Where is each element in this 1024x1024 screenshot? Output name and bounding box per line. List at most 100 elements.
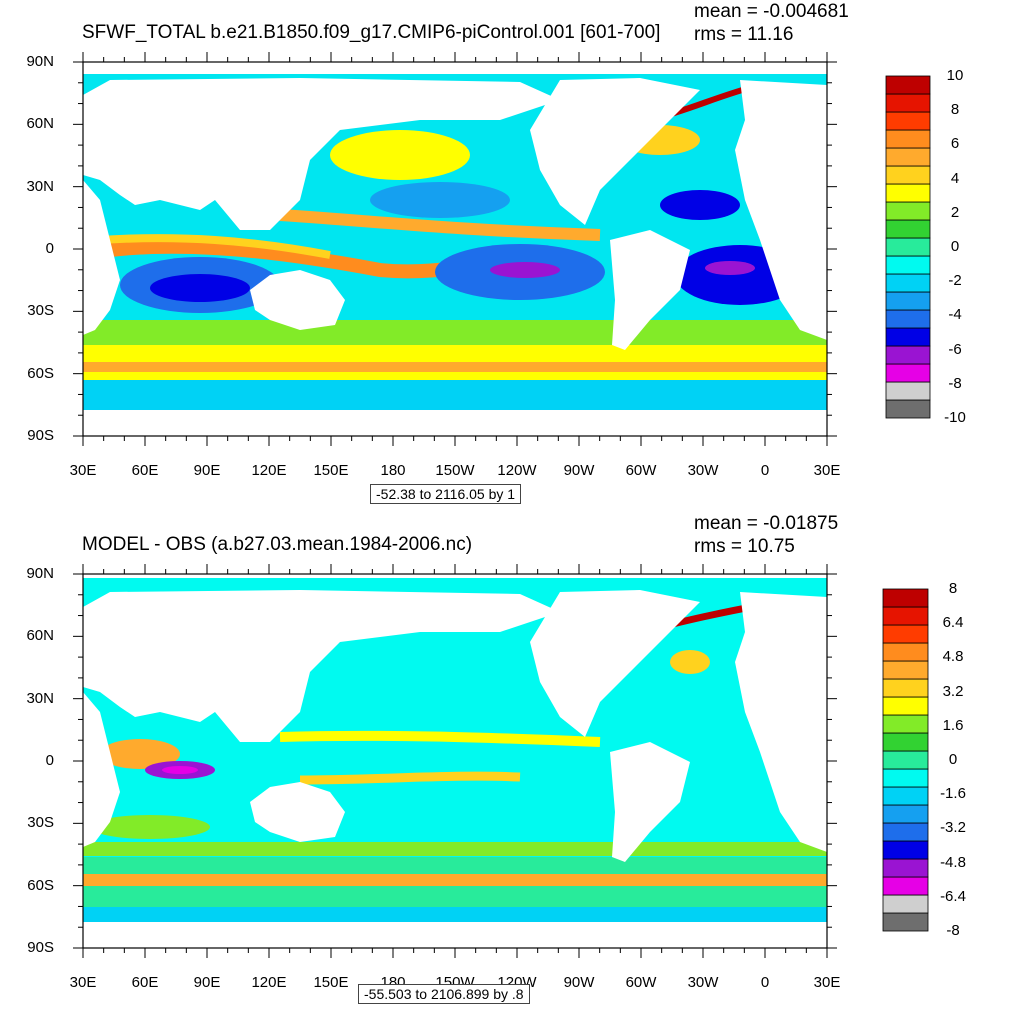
colorbar-box bbox=[885, 201, 931, 221]
lon-tick-label: 120W bbox=[497, 462, 537, 479]
lat-tick-label: 0 bbox=[45, 240, 54, 257]
rms-value: rms = 11.16 bbox=[694, 24, 794, 45]
colorbar-box bbox=[885, 93, 931, 113]
lat-tick-label: 60S bbox=[27, 364, 54, 382]
colorbar-box bbox=[885, 237, 931, 257]
colorbar-label: -3.2 bbox=[940, 819, 966, 837]
colorbar-label: -2 bbox=[948, 272, 962, 290]
lon-tick-label: 30W bbox=[687, 462, 719, 479]
colorbar-label: -8 bbox=[948, 374, 962, 392]
colorbar-label: 0 bbox=[948, 751, 958, 768]
lat-tick-label: 30S bbox=[27, 814, 54, 832]
lon-tick-label: 60W bbox=[625, 974, 657, 991]
colorbar-box bbox=[885, 75, 931, 95]
colorbar-box bbox=[882, 786, 929, 806]
colorbar-box bbox=[882, 768, 929, 788]
lon-tick-label: 30E bbox=[69, 462, 97, 479]
panel-model-minus-obs: MODEL - OBS (a.b27.03.mean.1984-2006.nc)… bbox=[0, 512, 1024, 1024]
colorbar-label: -8 bbox=[946, 922, 960, 939]
colorbar-box bbox=[885, 183, 931, 203]
colorbar-box bbox=[882, 732, 929, 752]
colorbar-label: -6 bbox=[948, 340, 962, 358]
lon-tick-label: 60E bbox=[131, 974, 159, 991]
colorbar-box bbox=[882, 822, 929, 842]
colorbar-label: 10 bbox=[946, 67, 964, 84]
lat-tick-label: 30S bbox=[27, 302, 54, 320]
lat-tick-label: 60S bbox=[27, 876, 54, 894]
lon-tick-label: 90E bbox=[193, 462, 221, 479]
contour-range-label: -52.38 to 2116.05 by 1 bbox=[370, 484, 522, 504]
lat-tick-label: 60N bbox=[26, 115, 54, 133]
colorbar-label: 2 bbox=[950, 203, 960, 221]
lon-tick-label: 30E bbox=[69, 974, 97, 991]
colorbar-box bbox=[882, 858, 929, 878]
colorbar-box bbox=[885, 327, 931, 347]
colorbar-box bbox=[882, 840, 929, 860]
lon-tick-label: 150W bbox=[435, 462, 475, 479]
panel-title: SFWF_TOTAL b.e21.B1850.f09_g17.CMIP6-piC… bbox=[82, 22, 661, 43]
lon-tick-label: 90W bbox=[563, 974, 595, 991]
lat-tick-label: 60N bbox=[26, 627, 54, 645]
lon-tick-label: 60E bbox=[131, 462, 159, 479]
colorbar-label: -4.8 bbox=[940, 853, 966, 871]
lon-tick-label: 30W bbox=[687, 974, 719, 991]
contour-range-label: -55.503 to 2106.899 by .8 bbox=[358, 984, 530, 1004]
lon-tick-label: 30E bbox=[813, 462, 841, 479]
lon-tick-label: 90E bbox=[193, 974, 221, 991]
lon-tick-label: 30E bbox=[813, 974, 841, 991]
colorbar-label: 4.8 bbox=[942, 648, 964, 666]
lat-tick-label: 0 bbox=[45, 752, 54, 769]
colorbar-box bbox=[885, 309, 931, 329]
colorbar-box bbox=[885, 399, 931, 419]
colorbar-box bbox=[885, 345, 931, 365]
colorbar-box bbox=[885, 363, 931, 383]
colorbar-box bbox=[885, 219, 931, 239]
lat-tick-label: 90S bbox=[27, 427, 54, 444]
colorbar-label: -6.4 bbox=[940, 887, 966, 905]
colorbar-box bbox=[885, 381, 931, 401]
colorbar-box bbox=[882, 624, 929, 644]
lon-tick-label: 120E bbox=[251, 974, 287, 991]
panel-model-total: SFWF_TOTAL b.e21.B1850.f09_g17.CMIP6-piC… bbox=[26, 1, 966, 504]
lon-tick-label: 90W bbox=[563, 462, 595, 479]
map-figure bbox=[73, 564, 929, 958]
colorbar-box bbox=[882, 678, 929, 698]
lon-tick-label: 180 bbox=[380, 462, 406, 479]
lat-tick-label: 30N bbox=[26, 689, 54, 707]
colorbar-box bbox=[885, 165, 931, 185]
map-figure bbox=[73, 52, 931, 446]
colorbar-box bbox=[882, 606, 929, 626]
colorbar-box bbox=[882, 894, 929, 914]
lon-tick-label: 150E bbox=[313, 974, 349, 991]
colorbar-label: 6.4 bbox=[942, 614, 964, 632]
colorbar-label: 4 bbox=[950, 169, 960, 187]
colorbar-box bbox=[882, 714, 929, 734]
colorbar-box bbox=[882, 642, 929, 662]
lat-tick-label: 30N bbox=[26, 177, 54, 195]
lon-tick-label: 60W bbox=[625, 462, 657, 479]
colorbar-box bbox=[882, 876, 929, 896]
lat-tick-label: 90N bbox=[26, 565, 54, 582]
colorbar-box bbox=[882, 660, 929, 680]
colorbar-label: 8 bbox=[950, 101, 960, 119]
colorbar-label: 6 bbox=[950, 135, 960, 153]
colorbar-box bbox=[885, 255, 931, 275]
lon-tick-label: 150E bbox=[313, 462, 349, 479]
lon-tick-label: 0 bbox=[760, 974, 770, 991]
colorbar-label: 1.6 bbox=[942, 716, 964, 734]
colorbar-box bbox=[882, 804, 929, 824]
lat-tick-label: 90S bbox=[27, 939, 54, 956]
lon-tick-label: 0 bbox=[760, 462, 770, 479]
colorbar-label: -4 bbox=[948, 306, 962, 324]
colorbar-label: 8 bbox=[948, 580, 958, 597]
colorbar-box bbox=[882, 696, 929, 716]
colorbar-box bbox=[885, 147, 931, 167]
rms-value: rms = 10.75 bbox=[694, 536, 795, 557]
colorbar-box bbox=[885, 273, 931, 293]
colorbar-label: 0 bbox=[950, 238, 960, 255]
colorbar-box bbox=[885, 129, 931, 149]
colorbar-box bbox=[882, 588, 929, 608]
colorbar-box bbox=[882, 912, 929, 932]
lon-tick-label: 120E bbox=[251, 462, 287, 479]
colorbar-box bbox=[885, 291, 931, 311]
